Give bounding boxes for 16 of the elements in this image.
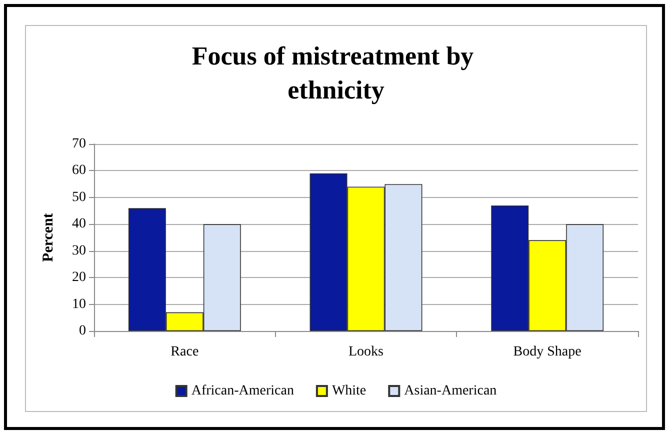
y-tick-label: 50 xyxy=(72,190,86,205)
legend-label: African-American xyxy=(191,384,294,398)
x-tick-label: Looks xyxy=(348,344,384,360)
legend-label: White xyxy=(332,384,366,398)
y-tick-label: 30 xyxy=(72,243,86,258)
x-tick-label: Race xyxy=(170,344,199,360)
chart-title: Focus of mistreatment by ethnicity xyxy=(192,42,480,104)
y-tick-label: 70 xyxy=(72,136,86,152)
y-tick-label: 60 xyxy=(72,163,86,178)
y-tick-label: 0 xyxy=(79,324,86,338)
legend-label: Asian-American xyxy=(404,384,497,398)
y-tick-label: 40 xyxy=(72,216,86,232)
x-tick-label: Body Shape xyxy=(513,344,582,360)
y-tick-label: 10 xyxy=(72,296,86,312)
y-axis-title: Percent xyxy=(40,213,56,262)
y-tick-label: 20 xyxy=(72,270,86,286)
